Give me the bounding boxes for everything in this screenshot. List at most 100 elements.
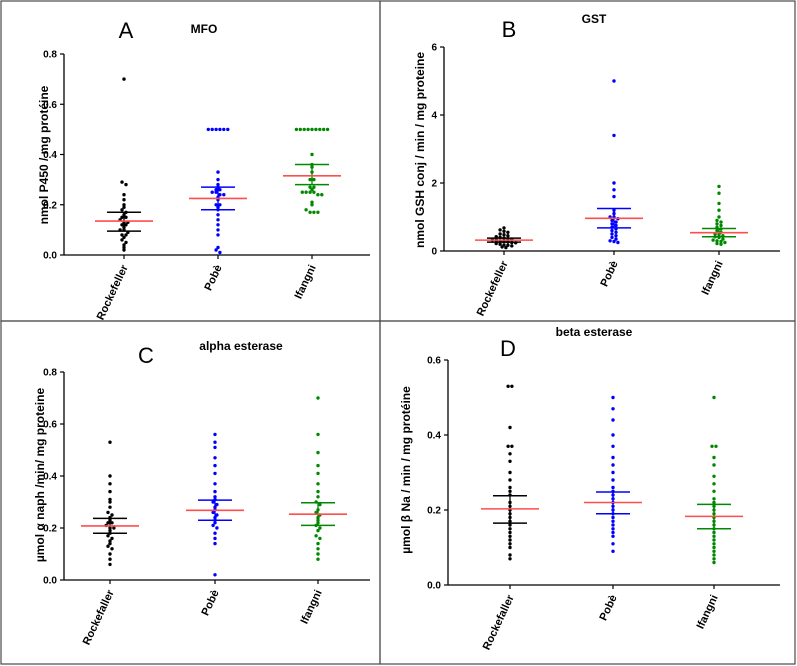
data-point: [216, 218, 220, 222]
data-point: [318, 502, 322, 507]
series-ifangni: [289, 396, 347, 561]
y-tick-label: 0.4: [43, 472, 57, 483]
data-point: [611, 485, 615, 490]
data-point: [506, 384, 510, 388]
data-point: [108, 489, 112, 494]
y-tick-label: 0.2: [43, 200, 57, 211]
chart-title: alpha esterase: [199, 339, 283, 353]
data-point: [222, 127, 226, 132]
x-tick-label: Ifangni: [293, 263, 319, 301]
data-point: [210, 127, 214, 132]
data-point: [502, 226, 506, 230]
data-point: [216, 228, 220, 232]
panel-frame-a: [0, 0, 381, 322]
data-point: [612, 133, 616, 138]
data-point: [611, 395, 615, 400]
series-rockefaller: [81, 440, 139, 567]
data-point: [717, 201, 721, 206]
data-point: [120, 233, 124, 237]
data-point: [310, 152, 314, 157]
data-point: [120, 215, 124, 219]
data-point: [316, 541, 320, 546]
data-point: [715, 239, 719, 243]
data-point: [108, 541, 112, 546]
data-point: [310, 188, 314, 192]
panel-letter: C: [138, 343, 154, 368]
data-point: [216, 233, 220, 237]
data-point: [308, 190, 312, 194]
data-point: [108, 557, 112, 561]
data-point: [214, 190, 218, 194]
data-point: [108, 497, 112, 502]
data-point: [710, 444, 714, 448]
data-point: [213, 445, 217, 450]
data-point: [318, 127, 322, 132]
data-point: [614, 223, 618, 228]
data-point: [312, 185, 316, 189]
data-point: [106, 544, 110, 548]
data-point: [715, 241, 719, 246]
data-point: [110, 547, 114, 551]
panel-letter: A: [119, 18, 134, 43]
data-point: [611, 534, 615, 538]
series-ifangni: [690, 184, 748, 246]
data-point: [614, 234, 618, 238]
data-point: [213, 432, 217, 437]
data-point: [506, 230, 510, 234]
series-pobè: [585, 79, 643, 245]
data-point: [106, 534, 110, 538]
y-tick-label: 0.6: [43, 100, 57, 111]
data-point: [214, 248, 218, 252]
data-point: [106, 510, 110, 515]
data-point: [712, 560, 716, 565]
data-point: [712, 545, 716, 550]
data-point: [122, 248, 126, 252]
data-point: [717, 191, 721, 195]
data-point: [122, 245, 126, 250]
x-tick-label: Pobè: [598, 259, 620, 288]
data-point: [122, 235, 126, 240]
data-point: [715, 218, 719, 223]
data-point: [316, 547, 320, 551]
data-point: [508, 557, 512, 561]
series-rockefeller: [475, 226, 533, 250]
data-point: [508, 425, 512, 430]
data-point: [218, 188, 222, 192]
data-point: [120, 208, 124, 212]
data-point: [614, 220, 618, 224]
data-point: [610, 222, 614, 226]
data-point: [211, 500, 215, 504]
data-point: [508, 527, 512, 531]
data-point: [213, 471, 217, 476]
panel-letter: D: [500, 336, 516, 361]
data-point: [211, 510, 215, 515]
data-point: [612, 239, 616, 244]
data-point: [213, 482, 217, 486]
data-point: [712, 455, 716, 460]
data-point: [498, 228, 502, 232]
y-tick-label: 0.6: [43, 420, 57, 431]
data-point: [712, 530, 716, 535]
data-point: [316, 557, 320, 561]
data-point: [213, 495, 217, 499]
data-point: [108, 500, 112, 504]
data-point: [110, 513, 114, 517]
chart-title: beta esterase: [556, 325, 633, 339]
panel-a: A MFO nmol P450 / mg protéine 0.0 0.2 0.4 0.6 0…: [37, 18, 370, 322]
data-point: [122, 205, 126, 209]
data-point: [717, 215, 721, 219]
x-tick-label: Ifangni: [299, 588, 325, 626]
data-point: [112, 526, 116, 530]
data-point: [721, 237, 725, 241]
data-point: [610, 235, 614, 240]
data-point: [611, 519, 615, 523]
y-axis-label: µmol α naph /min/ mg proteine: [33, 388, 47, 563]
data-point: [304, 190, 308, 194]
data-point: [500, 245, 504, 249]
data-point: [712, 497, 716, 501]
data-point: [325, 127, 330, 132]
data-point: [312, 210, 316, 214]
data-point: [712, 482, 716, 486]
series-pobè: [584, 395, 642, 553]
